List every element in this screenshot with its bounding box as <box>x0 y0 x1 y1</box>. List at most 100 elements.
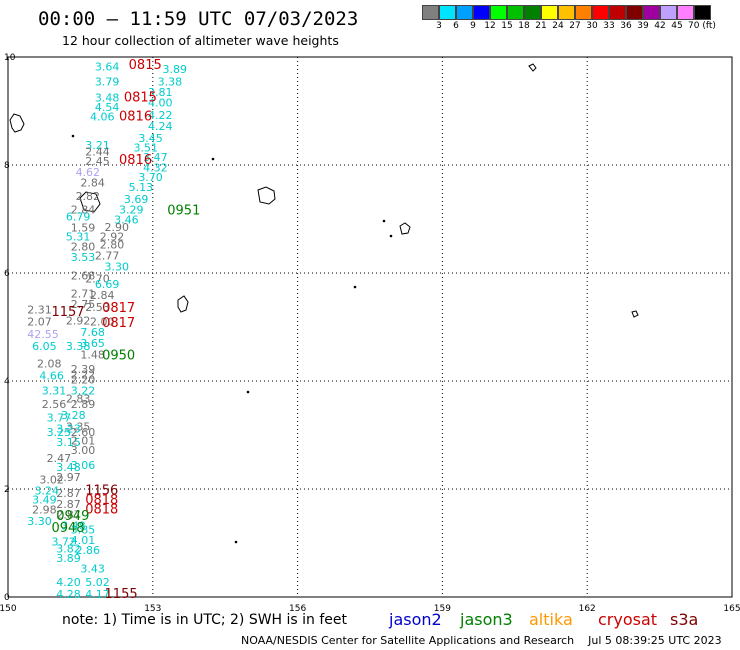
swh-value: 6.79 <box>66 211 91 224</box>
y-tick-label: 2 <box>4 485 10 495</box>
swh-value: 5.13 <box>129 181 154 194</box>
swh-value: 2.22 <box>71 368 96 381</box>
swh-value: 4.20 <box>56 576 80 589</box>
swh-value: 6.05 <box>32 340 57 353</box>
scale-swatch <box>456 5 473 20</box>
swh-value: 2.56 <box>42 398 67 411</box>
swh-value: 3.38 <box>66 340 91 353</box>
island-dot <box>71 134 75 138</box>
scale-swatch <box>677 5 694 20</box>
map-frame <box>7 56 733 598</box>
pass-time-label: 0950 <box>102 348 135 363</box>
swh-value: 2.97 <box>56 471 80 484</box>
swh-value: 5.31 <box>66 231 91 244</box>
swh-value: 2.80 <box>100 239 125 252</box>
island-outline <box>528 63 537 72</box>
swh-value: 3.38 <box>158 76 183 89</box>
swh-value: 3.69 <box>124 193 149 206</box>
legend-jason3: jason3 <box>460 610 513 629</box>
swh-value: 2.77 <box>95 250 120 263</box>
island-dot <box>234 540 238 544</box>
swh-value: 2.45 <box>85 155 110 168</box>
swh-value: 2.82 <box>76 190 101 203</box>
swh-value: 5.02 <box>85 576 110 589</box>
scale-label: 39 <box>637 21 649 31</box>
legend-jason2: jason2 <box>389 610 442 629</box>
legend-s3a: s3a <box>670 610 699 629</box>
y-tick-label: 6 <box>4 269 10 279</box>
scale-swatch <box>490 5 507 20</box>
swh-value: 1.48 <box>80 348 105 361</box>
y-tick-label: 4 <box>4 377 10 387</box>
swh-value: 3.48 <box>61 520 86 533</box>
swh-value: 4.62 <box>76 166 101 179</box>
swh-value: 3.79 <box>95 76 120 89</box>
swh-value: 2.44 <box>85 145 110 158</box>
pass-time-label: 0951 <box>167 204 200 219</box>
swh-value: 2.98 <box>32 503 57 516</box>
scale-label: 18 <box>518 21 530 31</box>
swh-value: 3.46 <box>114 213 139 226</box>
pass-time-label: 1155 <box>105 587 138 602</box>
scale-label: 21 <box>535 21 547 31</box>
page-title: 00:00 — 11:59 UTC 07/03/2023 <box>38 8 359 30</box>
scale-swatch <box>660 5 677 20</box>
swh-value: 3.65 <box>80 337 105 350</box>
swh-value: 3.64 <box>95 61 120 74</box>
swh-value: 2.20 <box>71 374 96 387</box>
scale-label: 9 <box>470 21 476 31</box>
pass-time-label: 0817 <box>102 316 135 331</box>
swh-value: 7.68 <box>80 326 105 339</box>
island-outline <box>257 186 276 205</box>
island-dot <box>211 157 215 161</box>
scale-label: 15 <box>501 21 513 31</box>
swh-value: 3.81 <box>148 86 173 99</box>
scale-swatch <box>592 5 609 20</box>
x-tick-label: 165 <box>723 604 740 614</box>
scale-label: 70 (ft) <box>688 21 716 31</box>
scale-swatch <box>422 5 439 20</box>
y-tick-label: 10 <box>4 53 16 63</box>
scale-swatch <box>507 5 524 20</box>
pass-time-label: 0817 <box>102 301 135 316</box>
scale-swatch <box>541 5 558 20</box>
swh-value: 3.30 <box>27 515 52 528</box>
pass-time-label: 0948 <box>51 521 84 536</box>
swh-value: 2.07 <box>27 315 52 328</box>
footnote: note: 1) Time is in UTC; 2) SWH is in fe… <box>62 612 348 628</box>
swh-value: 3.48 <box>95 91 120 104</box>
swh-value: 3.28 <box>61 409 86 422</box>
swh-value: 3.47 <box>143 151 168 164</box>
swh-value: 4.32 <box>143 161 168 174</box>
swh-value: 3.15 <box>56 436 80 449</box>
swh-value: 3.45 <box>138 132 163 145</box>
swh-value: 2.75 <box>71 298 96 311</box>
scale-label: 24 <box>552 21 564 31</box>
swh-value: 3.82 <box>56 543 80 556</box>
scale-swatch <box>575 5 592 20</box>
swh-value: 3.49 <box>32 494 57 507</box>
scale-label: 42 <box>654 21 666 31</box>
swh-value: 2.80 <box>71 240 96 253</box>
swh-value: 2.53 <box>85 301 110 314</box>
swh-value: 2.31 <box>27 304 52 317</box>
pass-time-label: 0816 <box>119 153 152 168</box>
scale-label: 30 <box>586 21 598 31</box>
swh-value: 2.84 <box>90 289 115 302</box>
swh-value: 2.84 <box>80 177 105 190</box>
swh-value: 2.00 <box>90 315 115 328</box>
swh-value: 2.39 <box>71 363 96 376</box>
swh-value: 3.25 <box>47 426 72 439</box>
scale-label: 33 <box>603 21 615 31</box>
pass-time-label: 0818 <box>85 493 118 508</box>
island-dot <box>382 219 386 223</box>
page-subtitle: 12 hour collection of altimeter wave hei… <box>62 33 339 48</box>
swh-value: 3.43 <box>80 563 105 576</box>
scale-label: 6 <box>453 21 459 31</box>
island-outline <box>631 310 639 318</box>
swh-value: 4.28 <box>56 588 80 601</box>
scale-label: 36 <box>620 21 632 31</box>
pass-time-label: 0815 <box>124 90 157 105</box>
scale-swatch <box>524 5 541 20</box>
swh-value: 2.68 <box>71 269 96 282</box>
